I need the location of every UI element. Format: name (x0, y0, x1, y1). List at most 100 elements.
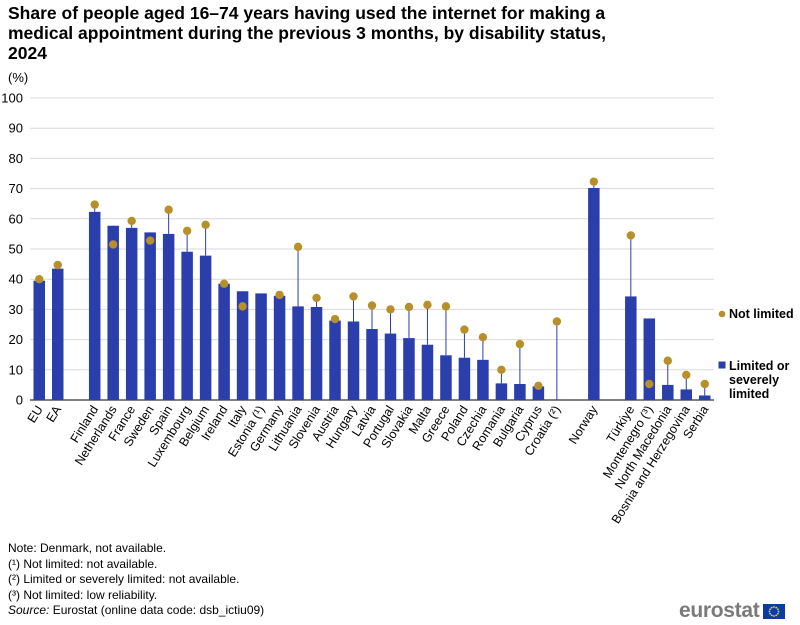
bar-limited (125, 227, 138, 400)
bar-limited (421, 344, 434, 400)
dot-not-limited (275, 290, 284, 300)
y-tick-label: 60 (9, 211, 23, 226)
dot-not-limited (293, 242, 303, 252)
eu-flag-icon (763, 603, 786, 619)
dot-not-limited (90, 200, 99, 209)
dot-not-limited (35, 275, 44, 284)
dot-not-limited (219, 279, 229, 288)
dot-not-limited (441, 302, 451, 311)
logo-text: eurostat (679, 599, 760, 622)
bar-limited (181, 251, 193, 400)
dot-not-limited (330, 314, 340, 324)
dot-not-limited (53, 260, 62, 270)
dot-not-limited (645, 379, 654, 389)
bar-limited (347, 321, 360, 400)
dot-not-limited (478, 332, 488, 342)
bar-limited (107, 225, 119, 400)
y-tick-label: 40 (9, 272, 23, 287)
legend-label-limited: limited (729, 387, 769, 401)
dot-not-limited (534, 381, 543, 391)
x-tick-label: Norway (566, 403, 601, 447)
bar-limited (366, 329, 378, 400)
legend-dot-icon (718, 310, 726, 318)
dot-not-limited (682, 370, 691, 380)
dot-not-limited (386, 305, 395, 314)
bar-limited (699, 395, 711, 400)
chart-marks (33, 177, 711, 400)
notes: Note: Denmark, not available. (¹) Not li… (8, 541, 264, 619)
dot-not-limited (238, 302, 247, 311)
dot-not-limited (367, 301, 377, 310)
bar-limited (329, 320, 341, 400)
dot-not-limited (589, 177, 599, 186)
x-tick-label: EU (25, 403, 46, 425)
y-tick-label: 90 (9, 121, 23, 136)
y-tick-label: 80 (9, 151, 23, 166)
y-axis-ticks: 0 10 20 30 40 50 60 70 80 90 100 (1, 91, 23, 408)
dot-not-limited (663, 356, 672, 365)
bar-limited (495, 383, 508, 400)
bar-limited (255, 293, 267, 400)
x-tick-label: EA (44, 403, 65, 425)
note-line: (¹) Not limited: not available. (8, 556, 158, 571)
dot-not-limited (164, 205, 173, 214)
source-label: Source: (8, 603, 50, 617)
bar-limited (292, 306, 304, 400)
bar-limited (236, 291, 249, 400)
y-tick-label: 30 (9, 302, 23, 317)
bar-limited (680, 389, 693, 400)
dot-not-limited (552, 317, 562, 326)
bar-limited (532, 386, 545, 400)
bar-limited (218, 283, 230, 400)
dot-not-limited (349, 292, 358, 301)
y-axis-unit: (%) (8, 70, 29, 85)
bar-limited (273, 295, 286, 400)
bar-limited (625, 296, 637, 400)
legend-label-not-limited: Not limited (729, 307, 794, 321)
dot-not-limited (626, 231, 636, 240)
bar-limited (458, 357, 471, 400)
note-line: Note: Denmark, not available. (8, 541, 167, 555)
dot-not-limited (108, 240, 118, 249)
y-tick-label: 20 (9, 332, 23, 347)
bar-limited (88, 211, 101, 400)
chart-title: Share of people aged 16–74 years having … (8, 3, 607, 63)
y-tick-label: 10 (9, 362, 23, 377)
y-tick-label: 50 (9, 242, 23, 257)
bar-limited (477, 359, 489, 400)
dot-not-limited (423, 300, 432, 310)
bar-limited (588, 187, 600, 400)
bar-limited (662, 384, 674, 400)
legend-label-limited: Limited or (729, 359, 790, 373)
dot-not-limited (404, 302, 414, 312)
y-tick-label: 100 (1, 91, 23, 106)
dot-not-limited (460, 325, 469, 334)
dot-not-limited (700, 379, 709, 389)
bar-limited (199, 255, 212, 400)
bar-limited (33, 280, 45, 400)
bar-limited (162, 233, 175, 400)
bar-limited (403, 338, 415, 400)
legend-square-icon (718, 361, 726, 369)
legend-label-limited: severely (729, 373, 779, 387)
dot-not-limited (127, 216, 136, 226)
dot-not-limited (201, 220, 210, 230)
source-text: Eurostat (online data code: dsb_ictiu09) (49, 603, 265, 617)
bar-limited (514, 383, 526, 400)
dot-not-limited (497, 365, 506, 374)
note-line: (²) Limited or severely limited: not ava… (8, 572, 240, 586)
source-line: Source: Eurostat (online data code: dsb_… (8, 603, 264, 619)
bar-limited (440, 355, 452, 400)
y-tick-label: 70 (9, 181, 23, 196)
dot-not-limited (515, 339, 525, 349)
bar-limited (384, 333, 397, 400)
dot-not-limited (182, 226, 192, 236)
dot-not-limited (145, 236, 155, 245)
note-line: (³) Not limited: low reliability. (8, 587, 158, 602)
bar-limited (310, 306, 323, 400)
bar-limited (144, 232, 156, 400)
y-tick-label: 0 (16, 393, 23, 408)
